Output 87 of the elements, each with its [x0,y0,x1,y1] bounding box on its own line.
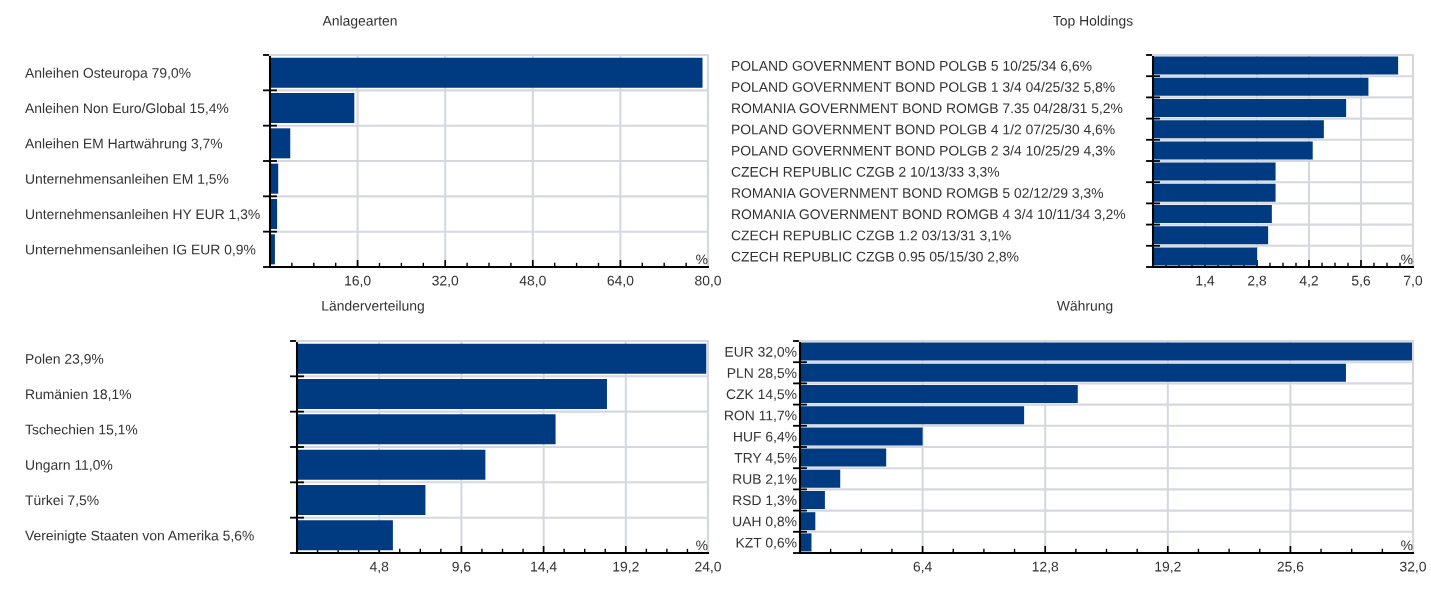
x-tick-label: 80,0 [695,275,721,288]
y-tick-label: Anleihen Non Euro/Global 15,4% [25,102,229,115]
y-tick-label: PLN 28,5% [727,368,797,380]
annotation: % [696,540,708,551]
bar [270,128,291,159]
bar [297,520,393,551]
x-tick-label: 4,8 [369,561,389,574]
x-tick-label: 9,6 [452,561,471,574]
bar [1153,183,1276,202]
bar [800,448,887,467]
bar [800,512,816,531]
y-tick-label: Polen 23,9% [26,353,104,366]
y-tick-label: Tschechien 15,1% [25,424,138,437]
y-tick-label: POLAND GOVERNMENT BOND POLGB 4 1/2 07/25/30 4,6% [732,124,1115,137]
y-tick-label: CZECH REPUBLIC CZGB 1.2 03/13/31 3,1% [731,230,1011,243]
y-tick-label: POLAND GOVERNMENT BOND POLGB 2 3/4 10/25/29 4,3% [732,145,1115,158]
bar [1153,141,1313,160]
x-tick-label: 25,6 [1277,561,1304,574]
x-tick-label: 5,6 [1351,275,1371,288]
y-tick-label: RSD 1,3% [733,495,797,507]
x-tick-label: 19,2 [613,561,639,574]
y-tick-label: Anleihen EM Hartwährung 3,7% [25,138,223,152]
y-tick-label: Unternehmensanleihen HY EUR 1,3% [26,208,260,221]
bar [1153,204,1272,224]
bar [800,406,1025,425]
chart-title: Anlagearten [322,15,397,29]
bar [297,343,707,374]
y-tick-label: HUF 6,4% [734,431,797,444]
bar [800,427,923,446]
bar [800,363,1346,382]
x-tick-label: 14,4 [531,561,557,574]
x-tick-label: 48,0 [519,275,546,288]
bar [1153,56,1399,75]
y-tick-label: Türkei 7,5% [25,494,99,507]
y-tick-label: POLAND GOVERNMENT BOND POLGB 1 3/4 04/25/32 5,8% [732,81,1115,94]
bar [1153,247,1257,266]
bar [1153,77,1369,96]
chart-title: Länderverteilung [322,300,424,314]
y-tick-label: EUR 32,0% [725,346,797,359]
y-tick-label: Unternehmensanleihen EM 1,5% [26,173,229,186]
x-tick-label: 64,0 [607,275,634,288]
bar [297,414,556,445]
bar [800,490,825,510]
y-tick-label: CZK 14,5% [726,389,797,401]
y-tick-label: Ungarn 11,0% [26,460,113,473]
y-tick-label: ROMANIA GOVERNMENT BOND ROMGB 5 02/12/29 3,3% [732,187,1104,200]
x-tick-label: 2,8 [1248,275,1267,288]
x-tick-label: 32,0 [432,275,459,288]
y-tick-label: KZT 0,6% [736,537,797,550]
y-tick-label: ROMANIA GOVERNMENT BOND ROMGB 4 3/4 10/11/34 3,2% [732,208,1126,221]
annotation: % [1401,254,1413,265]
y-tick-label: Vereinigte Staaten von Amerika 5,6% [25,530,254,544]
x-tick-label: 4,2 [1299,275,1318,288]
bar [1153,98,1347,118]
y-tick-label: UAH 0,8% [733,516,797,529]
chart-title: Top Holdings [1053,15,1133,29]
bar [297,378,607,410]
y-tick-label: RON 11,7% [725,410,797,423]
x-tick-label: 32,0 [1400,561,1426,574]
bar [1153,162,1276,181]
y-tick-label: POLAND GOVERNMENT BOND POLGB 5 10/25/34 6,6% [732,60,1092,73]
bar [270,57,703,88]
x-tick-label: 19,2 [1155,561,1181,574]
y-tick-label: ROMANIA GOVERNMENT BOND ROMGB 7.35 04/28/31 5,2% [732,102,1123,115]
y-tick-label: Anleihen Osteuropa 79,0% [25,67,191,81]
annotation: % [696,254,708,265]
chart-title: Währung [1056,300,1113,314]
bar [297,484,426,516]
y-tick-label: RUB 2,1% [733,474,797,486]
x-tick-label: 12,8 [1032,561,1059,574]
bar [270,92,355,124]
y-tick-label: CZECH REPUBLIC CZGB 2 10/13/33 3,3% [731,166,1000,179]
bar [297,449,486,480]
x-tick-label: 16,0 [345,275,371,288]
bar [800,469,841,488]
y-tick-label: Unternehmensanleihen IG EUR 0,9% [26,244,256,257]
bar [1153,120,1324,139]
annotation: % [1401,540,1413,551]
y-tick-label: TRY 4,5% [734,452,797,465]
x-tick-label: 1,4 [1196,275,1215,288]
y-tick-label: CZECH REPUBLIC CZGB 0.95 05/15/30 2,8% [731,251,1019,264]
x-tick-label: 24,0 [695,561,721,574]
bar [1153,226,1269,245]
x-tick-label: 6,4 [913,561,932,574]
bar [800,384,1078,404]
y-tick-label: Rumänien 18,1% [26,388,132,401]
x-tick-label: 7,0 [1404,275,1423,288]
